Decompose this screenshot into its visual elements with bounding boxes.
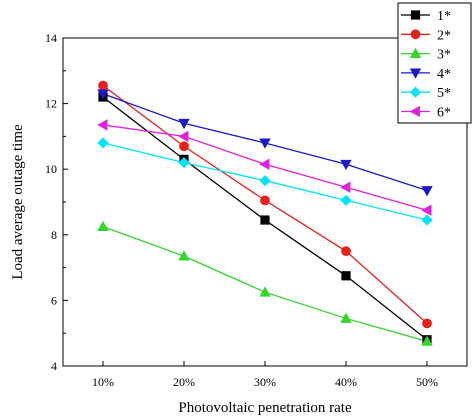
- y-axis-title: Load average outage time: [10, 124, 26, 280]
- data-point-6*: [259, 158, 270, 170]
- series-markers: [97, 80, 433, 346]
- data-point-2*: [260, 195, 270, 206]
- data-point-5*: [340, 194, 352, 206]
- series-lines: [102, 85, 428, 343]
- legend-label: 5*: [437, 86, 451, 101]
- y-tick-label: 10: [45, 162, 57, 176]
- data-point-4*: [259, 138, 271, 149]
- legend-marker: [409, 86, 422, 98]
- legend-box: [397, 2, 472, 124]
- data-point-5*: [421, 214, 433, 226]
- data-point-3*: [97, 220, 109, 232]
- data-point-4*: [340, 159, 352, 171]
- data-point-4*: [421, 186, 433, 197]
- data-point-6*: [421, 204, 432, 216]
- data-point-4*: [178, 118, 190, 130]
- y-tick-label: 4: [51, 359, 57, 373]
- x-tick-label: 40%: [335, 375, 357, 389]
- data-point-2*: [179, 141, 189, 152]
- data-point-2*: [98, 80, 108, 91]
- data-point-3*: [178, 250, 190, 261]
- x-tick-label: 30%: [254, 375, 276, 389]
- data-point-5*: [178, 157, 190, 169]
- data-point-5*: [97, 137, 109, 149]
- legend-label: 6*: [437, 106, 451, 121]
- data-point-4*: [97, 89, 109, 100]
- data-point-2*: [422, 318, 432, 329]
- legend-marker: [409, 47, 422, 58]
- y-tick-label: 12: [45, 97, 57, 111]
- data-point-1*: [260, 215, 270, 225]
- data-point-3*: [421, 335, 433, 346]
- legend-marker: [410, 29, 421, 40]
- x-tick-label: 50%: [416, 375, 438, 389]
- tick-labels: 4 6 8 10 12 14 10% 20% 30% 40% 50%: [45, 31, 438, 389]
- legend-label: 1*: [437, 9, 451, 24]
- legend-label: 4*: [437, 67, 451, 82]
- y-tick-label: 6: [51, 293, 57, 307]
- data-point-6*: [97, 119, 108, 131]
- data-point-3*: [340, 312, 352, 323]
- data-point-3*: [259, 286, 271, 297]
- legend-label: 3*: [437, 48, 451, 63]
- tick-marks: [63, 37, 428, 367]
- data-point-5*: [259, 175, 271, 187]
- legend-marker: [409, 68, 422, 79]
- y-tick-label: 14: [45, 31, 57, 45]
- data-point-1*: [341, 271, 351, 281]
- series-line-3*: [102, 225, 428, 343]
- x-tick-label: 20%: [173, 375, 195, 389]
- legend-label: 2*: [437, 28, 451, 43]
- x-axis-title: Photovoltaic penetration rate: [178, 400, 352, 416]
- x-tick-label: 10%: [92, 375, 114, 389]
- data-point-6*: [178, 130, 189, 143]
- legend: 1* 2* 3* 4* 5* 6*: [397, 2, 472, 124]
- y-tick-label: 8: [51, 228, 57, 242]
- data-point-2*: [341, 246, 351, 257]
- data-point-6*: [340, 181, 351, 193]
- legend-marker: [409, 105, 420, 118]
- legend-marker: [410, 10, 421, 20]
